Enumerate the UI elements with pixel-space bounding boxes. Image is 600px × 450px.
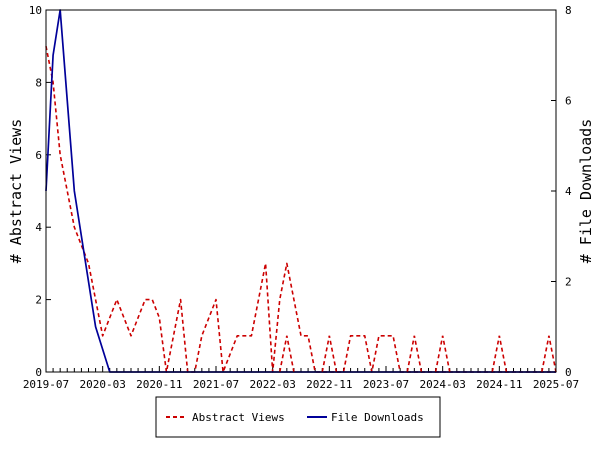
- y-axis-left-label: # Abstract Views: [7, 119, 25, 264]
- series-spike: [321, 335, 338, 373]
- y-left-tick-label: 2: [35, 294, 42, 307]
- legend-label-abstract-views: Abstract Views: [192, 411, 285, 424]
- x-tick-label: 2024-03: [419, 378, 465, 391]
- x-tick-label: 2023-07: [363, 378, 409, 391]
- x-tick-label: 2020-11: [136, 378, 182, 391]
- series-spike: [406, 335, 423, 373]
- axis-ticks: [45, 9, 557, 373]
- y-right-tick-label: 2: [565, 276, 572, 289]
- plot-frame: [45, 9, 557, 373]
- y-left-tick-label: 6: [35, 149, 42, 162]
- x-tick-label: 2025-07: [533, 378, 579, 391]
- series-line-file-downloads: [45, 9, 556, 373]
- x-tick-label: 2024-11: [476, 378, 522, 391]
- x-tick-label: 2019-07: [23, 378, 69, 391]
- series-spike: [278, 335, 295, 373]
- series-spike: [491, 335, 508, 373]
- tick-labels: 0 2 4 6 8 10 0 2 4 6 8 2019-07 2020-03 2020-11 2021-07…: [23, 4, 579, 391]
- y-left-tick-label: 0: [35, 366, 42, 379]
- y-axis-right-label: # File Downloads: [577, 119, 595, 264]
- x-tick-label: 2022-03: [249, 378, 295, 391]
- series-spike: [541, 335, 557, 373]
- y-left-tick-label: 8: [35, 76, 42, 89]
- y-right-tick-label: 0: [565, 366, 572, 379]
- series-line-abstract-views: [45, 46, 556, 373]
- x-tick-label: 2022-11: [306, 378, 352, 391]
- legend-box: [155, 396, 441, 438]
- x-tick-label: 2020-03: [79, 378, 125, 391]
- y-left-tick-label: 4: [35, 221, 42, 234]
- y-right-tick-label: 4: [565, 185, 572, 198]
- legend: Abstract Views File Downloads: [155, 396, 441, 438]
- x-tick-label: 2021-07: [193, 378, 239, 391]
- legend-label-file-downloads: File Downloads: [331, 411, 424, 424]
- y-right-tick-label: 6: [565, 95, 572, 108]
- y-right-tick-label: 8: [565, 4, 572, 17]
- series-layer: [45, 9, 557, 373]
- y-left-tick-label: 10: [29, 4, 42, 17]
- series-spike: [434, 335, 451, 373]
